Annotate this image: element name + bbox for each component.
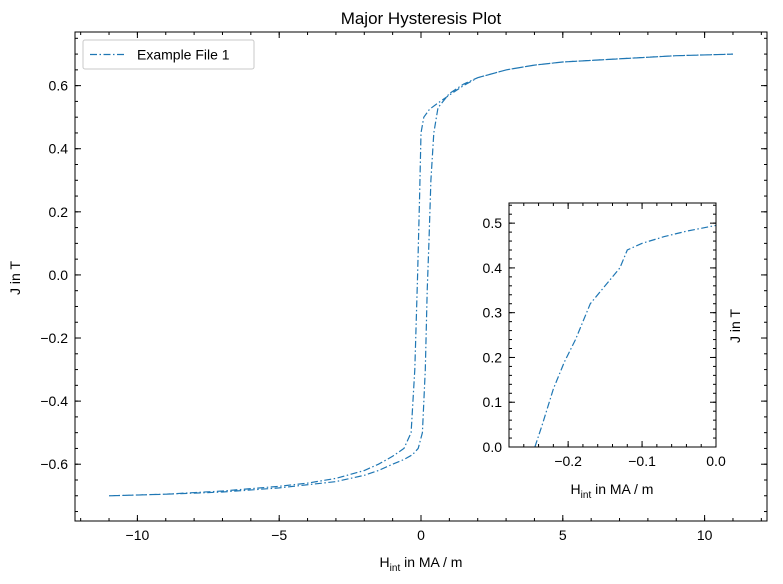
main-y-tick-label: −0.6: [40, 456, 68, 472]
inset-plot-frame: [508, 202, 717, 448]
inset-y-tick-label: 0.1: [483, 394, 503, 410]
main-x-tick-label: 10: [697, 527, 713, 543]
chart-title: Major Hysteresis Plot: [341, 9, 502, 28]
main-series-line: [108, 53, 734, 497]
inset-y-axis-label: J in T: [727, 309, 743, 343]
main-x-tick-label: 0: [417, 527, 425, 543]
main-y-tick-label: −0.2: [40, 330, 68, 346]
main-y-tick-label: 0.0: [49, 267, 69, 283]
inset-background: [509, 203, 716, 447]
main-y-tick-label: 0.6: [49, 78, 69, 94]
main-y-tick-label: −0.4: [40, 393, 68, 409]
main-y-axis-label: J in T: [7, 261, 23, 295]
inset-x-tick-label: 0.0: [706, 453, 726, 469]
main-x-tick-label: −5: [271, 527, 287, 543]
legend: Example File 1: [82, 39, 255, 70]
inset-axes: −0.2 −0.1 0.0 0.0 0.1 0.2 0.3 0.4 0.5: [483, 202, 726, 469]
inset-y-tick-label: 0.2: [483, 349, 503, 365]
main-axes: −10 −5 0 5 10 −0.6 −0.4 −0.2 0.0 0.2 0.4 0.6: [40, 31, 768, 543]
inset-series-line: [534, 224, 716, 447]
inset-y-tick-label: 0.5: [483, 215, 503, 231]
inset-x-tick-label: −0.2: [554, 453, 582, 469]
inset-y-tick-label: 0.4: [483, 260, 503, 276]
main-x-tick-label: −10: [126, 527, 150, 543]
inset-y-tick-label: 0.3: [483, 305, 503, 321]
legend-entry: Example File 1: [137, 47, 230, 63]
inset-x-tick-label: −0.1: [628, 453, 656, 469]
inset-y-tick-label: 0.0: [483, 439, 503, 455]
main-y-tick-label: 0.4: [49, 141, 69, 157]
main-plot-frame: [74, 31, 768, 522]
main-x-axis-label: Hint in MA / m: [380, 554, 463, 574]
inset-x-axis-label: Hint in MA / m: [571, 481, 654, 501]
main-y-tick-label: 0.2: [49, 204, 69, 220]
main-x-tick-label: 5: [559, 527, 567, 543]
